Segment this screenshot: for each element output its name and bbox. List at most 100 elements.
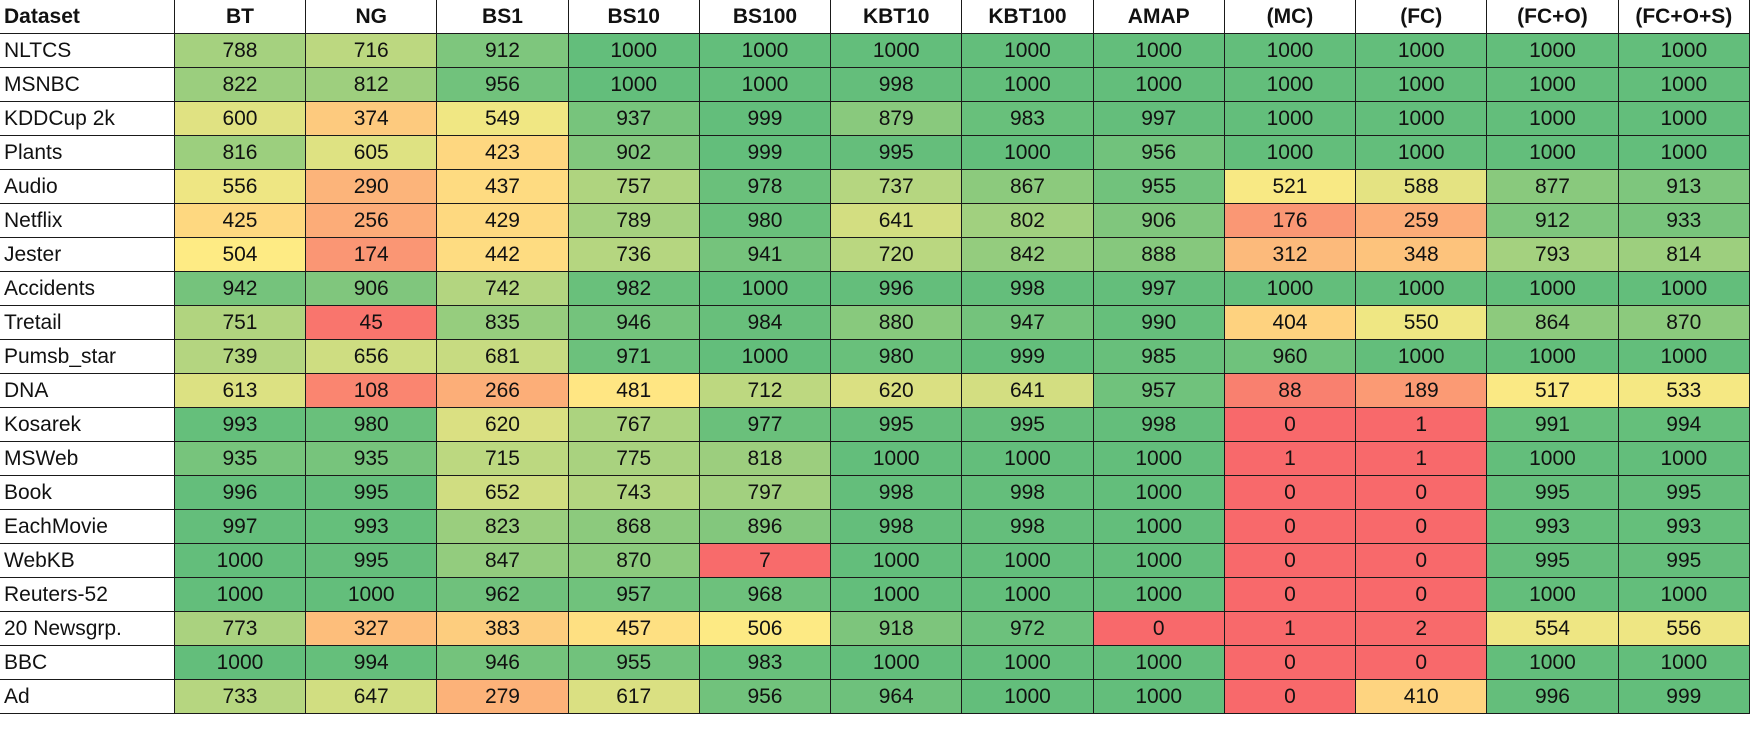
value-cell: 1000 bbox=[173, 645, 307, 680]
value-cell: 812 bbox=[305, 67, 438, 102]
data-row: DNA 613 108 266 481 712 620 641 957 88 189 517 533 bbox=[0, 373, 1751, 408]
value-cell: 0 bbox=[1355, 509, 1488, 544]
value-cell: 189 bbox=[1355, 373, 1488, 408]
value-cell: 290 bbox=[305, 169, 438, 204]
data-row: EachMovie 997 993 823 868 896 998 998 1000 0 0 993 9… bbox=[0, 509, 1751, 544]
value-cell: 739 bbox=[173, 339, 307, 374]
data-row: Accidents 942 906 742 982 1000 996 998 997 1000 10… bbox=[0, 271, 1751, 306]
data-row: MSNBC 822 812 956 1000 1000 998 1000 1000 1000 100… bbox=[0, 67, 1751, 102]
value-cell: 996 bbox=[1486, 679, 1619, 714]
value-cell: 999 bbox=[698, 101, 832, 136]
value-cell: 998 bbox=[830, 509, 963, 544]
value-cell: 1000 bbox=[305, 577, 438, 612]
value-cell: 1000 bbox=[1355, 135, 1488, 170]
value-cell: 941 bbox=[698, 237, 832, 272]
value-cell: 1000 bbox=[1355, 101, 1488, 136]
value-cell: 1000 bbox=[961, 67, 1094, 102]
value-cell: 600 bbox=[173, 101, 307, 136]
value-cell: 757 bbox=[567, 169, 700, 204]
value-cell: 847 bbox=[436, 543, 569, 578]
value-cell: 797 bbox=[698, 475, 832, 510]
table-head: Dataset BT NG BS1 BS10 BS100 KBT10 KBT100 AMAP (M… bbox=[0, 0, 1751, 34]
value-cell: 998 bbox=[961, 509, 1094, 544]
value-cell: 933 bbox=[1617, 203, 1751, 238]
value-cell: 620 bbox=[436, 407, 569, 442]
column-header: AMAP bbox=[1092, 0, 1225, 34]
value-cell: 2 bbox=[1355, 611, 1488, 646]
value-cell: 1000 bbox=[173, 577, 307, 612]
value-cell: 822 bbox=[173, 67, 307, 102]
value-cell: 715 bbox=[436, 441, 569, 476]
value-cell: 605 bbox=[305, 135, 438, 170]
value-cell: 995 bbox=[961, 407, 1094, 442]
value-cell: 823 bbox=[436, 509, 569, 544]
value-cell: 176 bbox=[1223, 203, 1357, 238]
value-cell: 1000 bbox=[1092, 509, 1225, 544]
data-row: BBC 1000 994 946 955 983 1000 1000 1000 0 0 1000 100… bbox=[0, 645, 1751, 680]
dataset-name: Accidents bbox=[0, 271, 175, 306]
dataset-name: WebKB bbox=[0, 543, 175, 578]
data-row: Netflix 425 256 429 789 980 641 802 906 176 259 912… bbox=[0, 203, 1751, 238]
value-cell: 990 bbox=[1092, 305, 1225, 340]
value-cell: 1000 bbox=[1617, 577, 1751, 612]
value-cell: 256 bbox=[305, 203, 438, 238]
value-cell: 962 bbox=[436, 577, 569, 612]
value-cell: 533 bbox=[1617, 373, 1751, 408]
value-cell: 947 bbox=[961, 305, 1094, 340]
value-cell: 1000 bbox=[567, 33, 700, 68]
value-cell: 348 bbox=[1355, 237, 1488, 272]
value-cell: 327 bbox=[305, 611, 438, 646]
dataset-name: KDDCup 2k bbox=[0, 101, 175, 136]
value-cell: 437 bbox=[436, 169, 569, 204]
value-cell: 1000 bbox=[830, 577, 963, 612]
value-cell: 0 bbox=[1092, 611, 1225, 646]
value-cell: 912 bbox=[1486, 203, 1619, 238]
value-cell: 0 bbox=[1223, 543, 1357, 578]
data-row: Pumsb_star 739 656 681 971 1000 980 999 985 960 10… bbox=[0, 339, 1751, 374]
dataset-name: BBC bbox=[0, 645, 175, 680]
value-cell: 720 bbox=[830, 237, 963, 272]
value-cell: 1000 bbox=[961, 135, 1094, 170]
value-cell: 888 bbox=[1092, 237, 1225, 272]
value-cell: 1000 bbox=[830, 645, 963, 680]
data-row: Tretail 751 45 835 946 984 880 947 990 404 550 864 8… bbox=[0, 305, 1751, 340]
data-row: 20 Newsgrp. 773 327 383 457 506 918 972 0 1 2 554 55… bbox=[0, 611, 1751, 646]
value-cell: 942 bbox=[173, 271, 307, 306]
value-cell: 996 bbox=[830, 271, 963, 306]
value-cell: 550 bbox=[1355, 305, 1488, 340]
value-cell: 980 bbox=[830, 339, 963, 374]
value-cell: 681 bbox=[436, 339, 569, 374]
value-cell: 1000 bbox=[1355, 339, 1488, 374]
value-cell: 88 bbox=[1223, 373, 1357, 408]
value-cell: 641 bbox=[830, 203, 963, 238]
value-cell: 742 bbox=[436, 271, 569, 306]
value-cell: 1000 bbox=[1617, 135, 1751, 170]
dataset-name: NLTCS bbox=[0, 33, 175, 68]
value-cell: 1000 bbox=[1617, 645, 1751, 680]
value-cell: 1000 bbox=[567, 67, 700, 102]
value-cell: 1 bbox=[1355, 441, 1488, 476]
value-cell: 613 bbox=[173, 373, 307, 408]
value-cell: 1000 bbox=[1223, 101, 1357, 136]
value-cell: 983 bbox=[698, 645, 832, 680]
data-row: NLTCS 788 716 912 1000 1000 1000 1000 1000 1000 10… bbox=[0, 33, 1751, 68]
value-cell: 751 bbox=[173, 305, 307, 340]
value-cell: 0 bbox=[1355, 577, 1488, 612]
value-cell: 991 bbox=[1486, 407, 1619, 442]
value-cell: 835 bbox=[436, 305, 569, 340]
value-cell: 588 bbox=[1355, 169, 1488, 204]
value-cell: 870 bbox=[567, 543, 700, 578]
value-cell: 481 bbox=[567, 373, 700, 408]
value-cell: 802 bbox=[961, 203, 1094, 238]
value-cell: 0 bbox=[1223, 577, 1357, 612]
value-cell: 964 bbox=[830, 679, 963, 714]
value-cell: 174 bbox=[305, 237, 438, 272]
value-cell: 946 bbox=[436, 645, 569, 680]
value-cell: 1 bbox=[1223, 441, 1357, 476]
column-header: BT bbox=[173, 0, 307, 34]
value-cell: 656 bbox=[305, 339, 438, 374]
value-cell: 998 bbox=[961, 271, 1094, 306]
value-cell: 1 bbox=[1355, 407, 1488, 442]
value-cell: 1000 bbox=[1486, 645, 1619, 680]
value-cell: 1000 bbox=[173, 543, 307, 578]
